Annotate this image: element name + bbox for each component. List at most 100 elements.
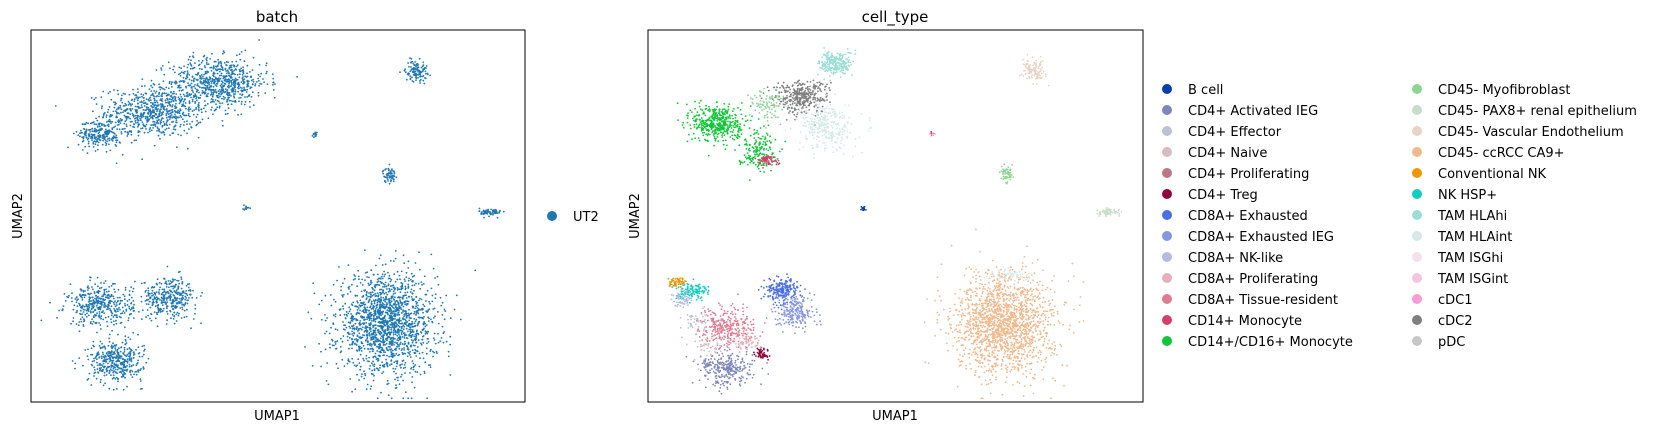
scatter-point — [157, 122, 159, 124]
scatter-point — [395, 365, 398, 368]
scatter-point — [125, 123, 128, 126]
scatter-point — [204, 92, 207, 94]
scatter-point — [109, 368, 112, 371]
scatter-point — [415, 305, 417, 308]
scatter-point — [98, 136, 101, 139]
scatter-point — [92, 146, 95, 148]
scatter-point — [417, 339, 420, 342]
scatter-point — [184, 105, 187, 108]
scatter-point — [379, 337, 382, 340]
scatter-point — [414, 320, 417, 323]
scatter-point — [324, 332, 326, 335]
scatter-point — [371, 343, 373, 346]
scatter-point — [133, 317, 135, 319]
scatter-point — [381, 349, 384, 352]
scatter-point — [142, 366, 145, 369]
scatter-point — [420, 298, 423, 301]
scatter-point — [105, 367, 108, 370]
scatter-point — [222, 77, 225, 80]
scatter-point — [196, 88, 198, 91]
scatter-point — [396, 288, 399, 291]
scatter-point — [414, 333, 417, 336]
scatter-point — [199, 75, 201, 77]
scatter-point — [695, 123, 698, 125]
scatter-point — [95, 140, 97, 143]
scatter-point — [121, 341, 124, 344]
scatter-point — [200, 108, 203, 111]
scatter-point — [108, 372, 111, 374]
scatter-point — [368, 334, 371, 337]
scatter-point — [384, 181, 387, 184]
scatter-point — [358, 321, 361, 324]
scatter-point — [152, 124, 154, 126]
scatter-point — [382, 351, 385, 353]
scatter-point — [192, 55, 194, 57]
scatter-point — [182, 291, 185, 294]
scatter-point — [383, 321, 386, 324]
scatter-point — [93, 357, 95, 360]
scatter-point — [377, 340, 380, 343]
scatter-point — [183, 121, 186, 123]
scatter-point — [71, 300, 73, 303]
scatter-point — [410, 335, 413, 338]
scatter-point — [431, 300, 434, 303]
scatter-point — [197, 64, 200, 67]
scatter-point — [423, 275, 426, 278]
scatter-point — [156, 130, 158, 132]
scatter-point — [113, 303, 116, 306]
scatter-point — [119, 309, 121, 311]
scatter-point — [86, 379, 89, 381]
scatter-point — [370, 303, 373, 306]
scatter-point — [102, 384, 105, 387]
scatter-point — [93, 133, 95, 136]
scatter-point — [170, 81, 173, 84]
scatter-point — [177, 271, 180, 274]
scatter-point — [149, 115, 152, 117]
scatter-point — [187, 114, 190, 117]
scatter-point — [413, 64, 416, 67]
scatter-point — [434, 342, 437, 345]
scatter-point — [167, 87, 170, 90]
scatter-point — [188, 283, 191, 285]
scatter-point — [401, 343, 404, 346]
scatter-point — [141, 85, 143, 88]
scatter-point — [389, 324, 392, 326]
scatter-point — [156, 104, 159, 107]
scatter-point — [99, 297, 101, 300]
scatter-point — [226, 103, 229, 106]
scatter-point — [157, 311, 160, 313]
scatter-point — [401, 287, 404, 289]
scatter-point — [119, 350, 122, 353]
scatter-point — [84, 349, 87, 351]
scatter-point — [208, 76, 211, 79]
scatter-point — [88, 129, 91, 131]
scatter-point — [98, 322, 100, 324]
scatter-point — [98, 128, 101, 131]
scatter-point — [398, 329, 401, 332]
scatter-point — [242, 82, 245, 85]
scatter-point — [115, 360, 118, 363]
scatter-point — [241, 94, 244, 97]
scatter-point — [386, 293, 389, 296]
scatter-point — [404, 68, 406, 71]
scatter-point — [164, 129, 167, 131]
scatter-point — [396, 286, 399, 289]
scatter-point — [80, 309, 82, 312]
scatter-point — [106, 130, 108, 133]
scatter-point — [79, 135, 81, 138]
scatter-point — [218, 77, 220, 79]
scatter-point — [354, 295, 357, 297]
scatter-point — [81, 306, 84, 308]
scatter-point — [371, 369, 373, 372]
scatter-point — [91, 134, 94, 136]
scatter-point — [177, 96, 180, 99]
scatter-point — [374, 324, 376, 327]
scatter-point — [178, 297, 181, 300]
scatter-point — [186, 132, 188, 135]
scatter-point — [246, 72, 249, 75]
scatter-point — [81, 298, 84, 301]
scatter-point — [398, 345, 401, 347]
scatter-point — [175, 115, 177, 118]
scatter-point — [378, 300, 381, 303]
scatter-point — [136, 88, 139, 90]
